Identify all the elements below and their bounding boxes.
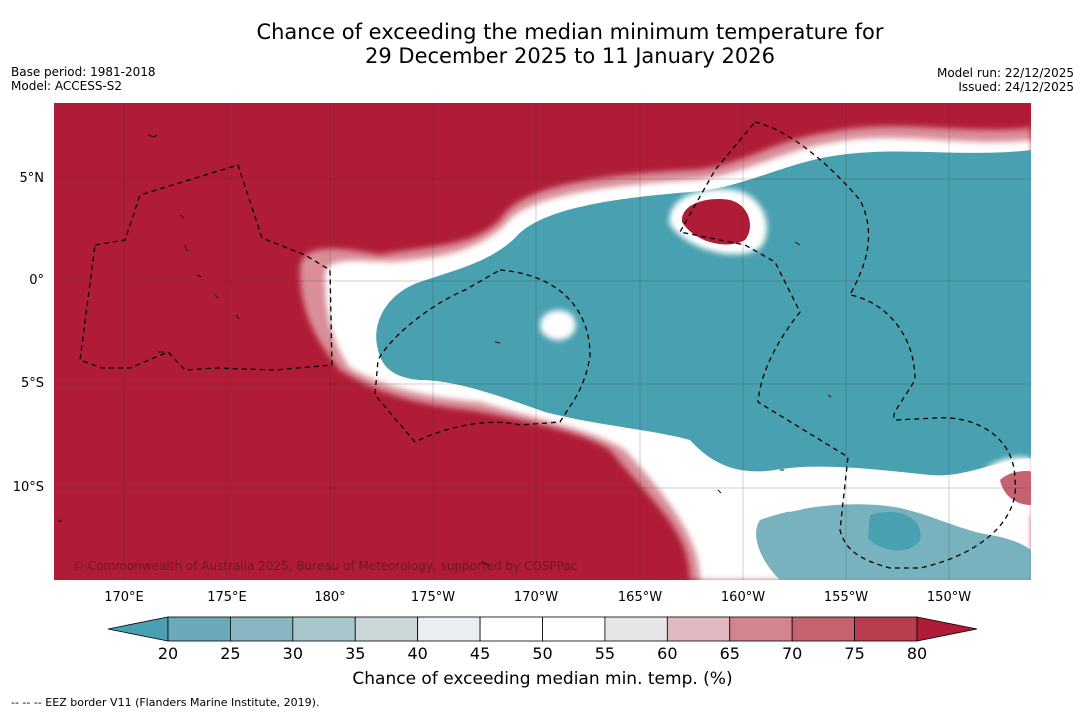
eez-borders xyxy=(79,121,1017,569)
lat-label-5n: 5°N xyxy=(19,171,45,186)
colorbar-cell xyxy=(542,616,606,642)
eez-border-kiribati-west xyxy=(79,164,333,371)
eez-border-east xyxy=(678,121,1017,569)
colorbar xyxy=(107,616,978,642)
colorbar-tick-label: 40 xyxy=(407,644,428,663)
lon-label-150w: 150°W xyxy=(926,590,972,605)
issued-date: Issued: 24/12/2025 xyxy=(958,80,1074,94)
colorbar-tick-label: 20 xyxy=(157,644,179,663)
islands xyxy=(57,134,832,567)
colorbar-cell xyxy=(167,616,231,642)
colorbar-tick-label: 30 xyxy=(282,644,303,663)
warm-pocket-east-core xyxy=(1000,470,1031,505)
lat-label-10s: 10°S xyxy=(12,480,44,495)
island xyxy=(235,314,240,320)
island xyxy=(794,241,801,246)
model-name: Model: ACCESS-S2 xyxy=(11,79,123,93)
lat-label-0: 0° xyxy=(29,273,44,288)
colorbar-cell xyxy=(666,616,731,642)
title-line-1: Chance of exceeding the median minimum t… xyxy=(256,20,884,44)
colorbar-cell xyxy=(854,616,918,642)
eez-border-central xyxy=(374,269,591,443)
island xyxy=(184,244,188,252)
colorbar-cell xyxy=(604,616,668,642)
colorbar-cell xyxy=(479,616,543,642)
lon-label-165w: 165°W xyxy=(617,590,663,605)
lon-label-170e: 170°E xyxy=(104,590,144,605)
colorbar-tick-label: 25 xyxy=(220,644,241,663)
island xyxy=(57,519,63,523)
colorbar-tick-label: 60 xyxy=(657,644,678,663)
lon-label-175w: 175°W xyxy=(410,590,456,605)
island xyxy=(827,394,832,398)
colorbar-cell xyxy=(230,616,294,642)
island xyxy=(481,561,491,567)
colorbar-cells xyxy=(167,616,918,642)
warm-pocket-north-core xyxy=(681,199,750,245)
cool-patch-south-deep xyxy=(868,511,921,551)
colorbar-under-arrow xyxy=(107,616,169,642)
lat-label-5s: 5°S xyxy=(20,376,44,391)
island xyxy=(147,134,158,138)
eez-legend-note: -- -- -- EEZ border V11 (Flanders Marine… xyxy=(11,696,320,709)
graticule xyxy=(54,103,1031,580)
colorbar-label: Chance of exceeding median min. temp. (%… xyxy=(352,669,733,689)
colorbar-tick-label: 80 xyxy=(906,644,928,663)
island xyxy=(494,341,501,344)
colorbar-tick-label: 35 xyxy=(345,644,366,663)
colorbar-tick-label: 65 xyxy=(719,644,740,663)
base-period: Base period: 1981-2018 xyxy=(11,65,156,79)
lon-label-170w: 170°W xyxy=(513,590,559,605)
lon-label-180: 180° xyxy=(314,590,346,605)
map-area xyxy=(54,103,1031,580)
island xyxy=(179,214,185,219)
colorbar-cell xyxy=(729,616,793,642)
meta-left: Base period: 1981-2018 Model: ACCESS-S2 xyxy=(11,65,156,93)
island xyxy=(214,294,219,299)
colorbar-tick-label: 75 xyxy=(844,644,865,663)
colorbar-tick-label: 55 xyxy=(594,644,616,663)
colorbar-tick-label: 70 xyxy=(781,644,803,663)
island xyxy=(717,489,722,494)
lon-label-175e: 175°E xyxy=(207,590,247,605)
colorbar-cell xyxy=(292,616,356,642)
lon-label-160w: 160°W xyxy=(720,590,766,605)
island xyxy=(196,274,202,278)
copyright-notice: © Commonwealth of Australia 2025, Bureau… xyxy=(72,559,578,573)
cool-region xyxy=(376,150,1031,476)
model-run: Model run: 22/12/2025 xyxy=(936,66,1074,80)
lon-label-155w: 155°W xyxy=(823,590,869,605)
colorbar-cell xyxy=(417,616,481,642)
colorbar-over-arrow xyxy=(916,616,978,642)
neutral-patch-south xyxy=(775,480,990,512)
colorbar-tick-label: 50 xyxy=(532,644,553,663)
map-title: Chance of exceeding the median minimum t… xyxy=(0,20,1085,68)
meta-right: Model run: 22/12/2025 Issued: 24/12/2025 xyxy=(937,66,1074,94)
neutral-spot xyxy=(540,310,576,341)
title-line-2: 29 December 2025 to 11 January 2026 xyxy=(365,44,775,68)
colorbar-cell xyxy=(791,616,855,642)
colorbar-cell xyxy=(354,616,419,642)
colorbar-tick-label: 45 xyxy=(469,644,491,663)
